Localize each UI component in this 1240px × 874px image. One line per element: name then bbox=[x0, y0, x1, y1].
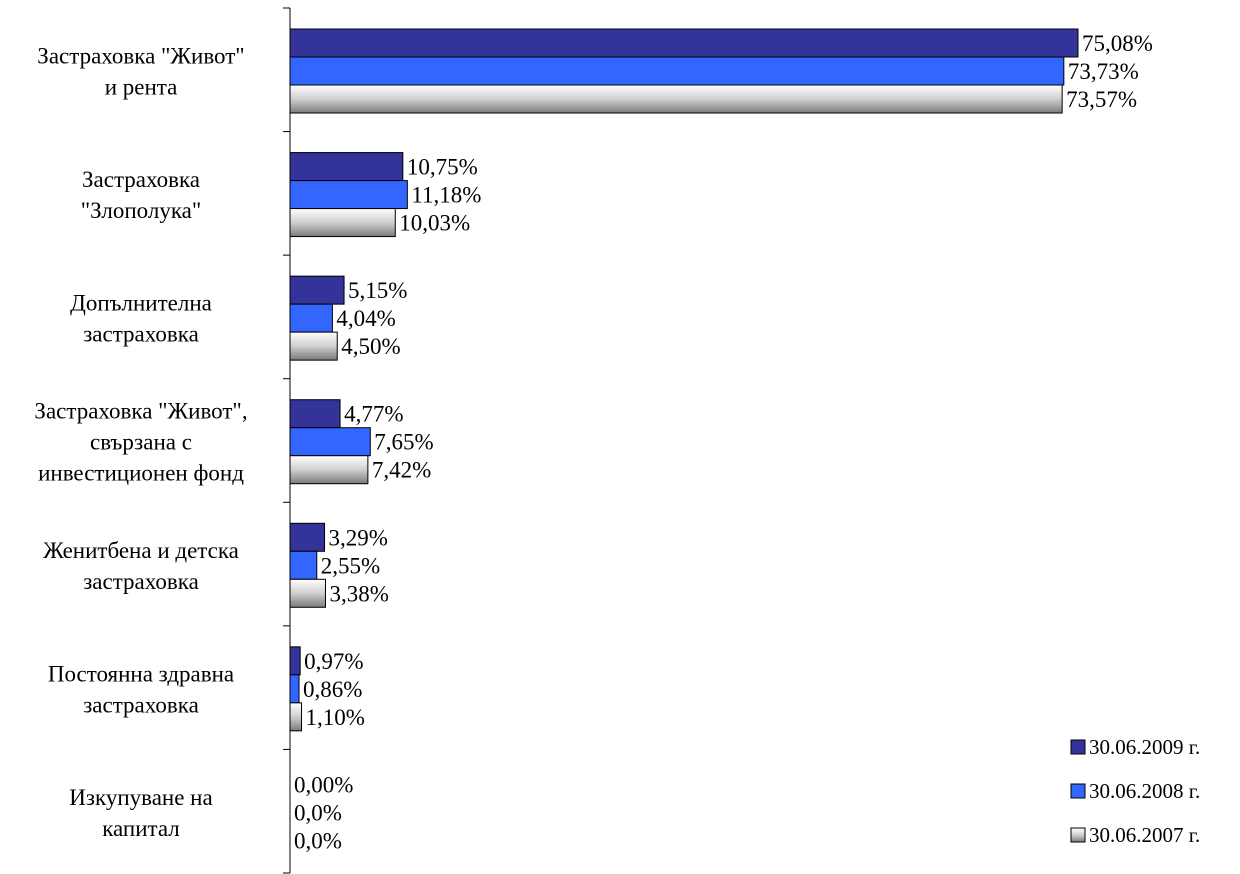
category-label-line: и рента bbox=[105, 75, 178, 100]
category-label-line: Женитбена и детска bbox=[43, 538, 239, 563]
bar bbox=[289, 674, 300, 704]
data-label: 73,57% bbox=[1066, 87, 1137, 112]
category-label-line: Застраховка bbox=[82, 167, 200, 192]
legend-swatch bbox=[1070, 827, 1086, 843]
legend: 30.06.2009 г. 30.06.2008 г. 30.06.2007 г. bbox=[1070, 735, 1200, 847]
bar bbox=[289, 646, 301, 676]
category-label-line: застраховка bbox=[83, 322, 199, 347]
data-label: 3,29% bbox=[329, 525, 388, 550]
category-label-line: капитал bbox=[102, 816, 180, 841]
category-label-line: свързана с bbox=[90, 430, 192, 455]
data-label: 2,55% bbox=[321, 553, 380, 578]
data-label: 11,18% bbox=[411, 183, 481, 208]
bar bbox=[289, 399, 341, 429]
legend-label: 30.06.2008 г. bbox=[1089, 779, 1200, 803]
axis-layer bbox=[283, 7, 291, 874]
data-label: 0,00% bbox=[294, 772, 353, 797]
category-label: Женитбена и детска застраховка bbox=[43, 538, 239, 594]
bar bbox=[289, 56, 1065, 86]
category-label-line: Изкупуване на bbox=[69, 785, 212, 810]
category-label: Застраховка "Живот" и рента bbox=[37, 44, 244, 100]
category-label-line: застраховка bbox=[83, 692, 199, 717]
data-label: 0,86% bbox=[303, 677, 362, 702]
bar bbox=[289, 303, 333, 333]
legend-swatch bbox=[1070, 739, 1086, 755]
category-label: Допълнителна застраховка bbox=[70, 291, 212, 347]
bar bbox=[289, 208, 396, 238]
data-label: 10,03% bbox=[399, 211, 470, 236]
category-label: Застраховка "Живот", свързана с инвестицио… bbox=[34, 399, 247, 486]
bar bbox=[289, 84, 1063, 114]
bar bbox=[289, 28, 1079, 58]
data-label: 7,42% bbox=[372, 458, 431, 483]
legend-label: 30.06.2009 г. bbox=[1089, 735, 1200, 759]
bars-layer bbox=[289, 28, 1079, 732]
data-label: 0,0% bbox=[294, 828, 342, 853]
bar bbox=[289, 522, 326, 552]
data-label: 75,08% bbox=[1082, 31, 1153, 56]
category-label-line: застраховка bbox=[83, 569, 199, 594]
bar bbox=[289, 550, 318, 580]
data-label: 4,04% bbox=[336, 306, 395, 331]
category-label-line: Допълнителна bbox=[70, 291, 212, 316]
category-label: Постоянна здравна застраховка bbox=[48, 661, 234, 717]
category-label: Застраховка "Злополука" bbox=[81, 167, 202, 223]
data-label: 0,97% bbox=[304, 649, 363, 674]
data-label: 0,0% bbox=[294, 800, 342, 825]
data-label: 10,75% bbox=[407, 155, 478, 180]
bar bbox=[289, 180, 408, 210]
data-label: 73,73% bbox=[1068, 59, 1139, 84]
bar bbox=[289, 455, 369, 485]
data-label: 7,65% bbox=[374, 430, 433, 455]
data-label: 1,10% bbox=[306, 705, 365, 730]
labels-layer: Застраховка "Живот" и рента 75,08% 73,73% 73… bbox=[34, 31, 1153, 853]
data-label: 3,38% bbox=[329, 581, 388, 606]
category-label: Изкупуване на капитал bbox=[69, 785, 212, 841]
legend-label: 30.06.2007 г. bbox=[1089, 823, 1200, 847]
data-label: 4,77% bbox=[344, 402, 403, 427]
legend-swatch bbox=[1070, 783, 1086, 799]
bar bbox=[289, 275, 345, 305]
data-label: 5,15% bbox=[348, 278, 407, 303]
bar bbox=[289, 152, 404, 182]
bar bbox=[289, 702, 303, 732]
bar bbox=[289, 578, 326, 608]
bar bbox=[289, 427, 371, 457]
category-label-line: "Злополука" bbox=[81, 198, 202, 223]
data-label: 4,50% bbox=[341, 334, 400, 359]
bar bbox=[289, 331, 338, 361]
category-label-line: Застраховка "Живот" bbox=[37, 44, 244, 69]
category-label-line: Застраховка "Живот", bbox=[34, 399, 247, 424]
category-label-line: инвестиционен фонд bbox=[38, 461, 244, 486]
category-label-line: Постоянна здравна bbox=[48, 661, 234, 686]
